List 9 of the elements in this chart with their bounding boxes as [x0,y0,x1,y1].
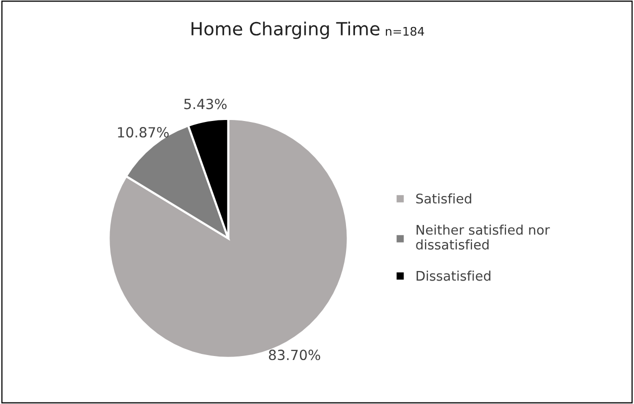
legend-label: Dissatisfied [416,270,490,281]
legend-label: Satisfied [416,193,472,204]
pie-slice [108,118,349,359]
chart-title: Home Charging Time [192,22,380,40]
legend-label: Neither satisfied nor dissatisfied [416,224,550,250]
chart-subtitle: n=184 [386,26,424,36]
data-label: 83.70% [268,350,320,360]
data-label: 10.87% [118,127,169,138]
data-label: 5.43% [184,98,227,110]
